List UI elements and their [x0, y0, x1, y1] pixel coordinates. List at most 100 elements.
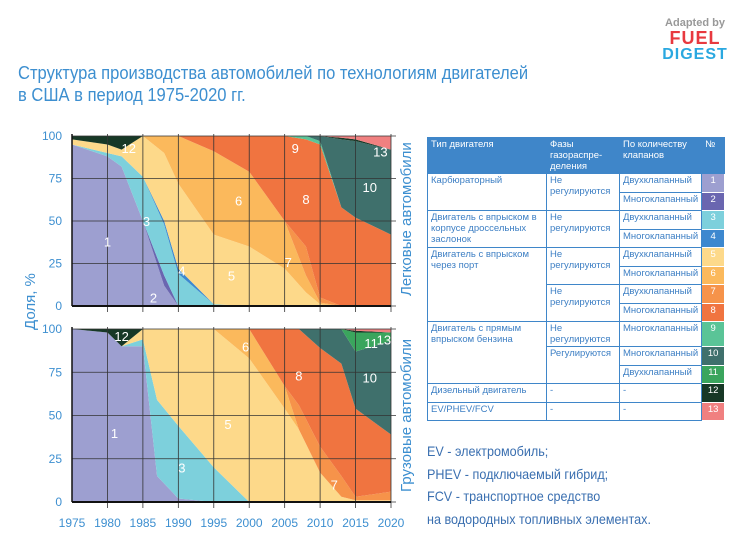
note-phev: PHEV - подключаемый гибрид;	[427, 465, 609, 482]
table-row: Многоклапанный 4	[428, 228, 726, 248]
x-tick-label: 2005	[271, 516, 298, 530]
area-series-13	[72, 136, 391, 150]
valve-timing-cell: -	[546, 401, 620, 421]
category-number-swatch: 5	[701, 247, 726, 267]
table-row: Двигатель с впрыском в корпусе дроссельн…	[427, 210, 726, 248]
table-row: Многоклапанный 8	[428, 302, 726, 322]
y-tick-label: 50	[49, 214, 63, 228]
y-tick-label: 100	[42, 129, 62, 143]
logo-fuel-text: FUEL	[669, 28, 721, 48]
valve-count-cell: -	[618, 383, 703, 403]
series-label-2: 2	[150, 291, 157, 306]
panel-label-cars: Легковые автомобили	[398, 142, 415, 296]
fuel-digest-logo: Adapted by FUEL DIGEST	[655, 18, 735, 63]
valve-timing-cell: Не регулируются	[546, 321, 620, 347]
engine-type-cell: Двигатель с впрыском через порт	[427, 247, 547, 322]
valve-count-cell: Многоклапанный	[618, 321, 703, 347]
area-series-11	[72, 329, 391, 352]
category-number-swatch: 3	[701, 210, 726, 230]
series-label-9: 9	[292, 141, 299, 156]
valve-timing-cell: Не регулируются	[546, 210, 620, 248]
series-label-3: 3	[178, 460, 185, 475]
x-tick-label: 1995	[200, 516, 227, 530]
valve-timing-cell: -	[546, 383, 620, 403]
x-tick-label: 1985	[130, 516, 157, 530]
header-valve-timing: Фазы газораспре-деления	[546, 137, 620, 174]
logo-digest-text: DIGEST	[662, 46, 728, 63]
valve-timing-cell: Не регулируются	[546, 284, 620, 322]
valve-count-cell: Двухклапанный	[618, 364, 703, 384]
table-row: Карбюраторный Не регулируются Двухклапанны…	[427, 173, 726, 211]
abbreviation-notes: EV - электромобиль; PHEV - подключаемый …	[427, 440, 651, 530]
y-tick-label: 50	[49, 409, 63, 423]
category-number-swatch: 13	[701, 401, 726, 421]
header-number: №	[701, 137, 726, 174]
category-number-swatch: 10	[701, 346, 726, 366]
area-series-8	[72, 329, 391, 497]
valve-count-cell: Многоклапанный	[618, 302, 703, 322]
series-label-10: 10	[362, 180, 376, 195]
category-number-swatch: 1	[701, 173, 726, 193]
table-row: EV/PHEV/FCV - -13	[427, 401, 726, 421]
y-tick-label: 75	[49, 172, 63, 186]
valve-count-cell: Двухклапанный	[618, 284, 703, 304]
valve-count-cell: Многоклапанный	[618, 191, 703, 211]
series-label-8: 8	[302, 192, 309, 207]
valve-timing-cell: Регулируются	[546, 346, 620, 384]
y-axis-label: Доля, %	[22, 273, 39, 330]
y-tick-label: 25	[49, 257, 63, 271]
area-series-12	[72, 329, 391, 347]
engine-type-cell: Карбюраторный	[427, 173, 547, 211]
note-fcv: FCV - транспортное средство	[427, 488, 601, 504]
series-label-8: 8	[295, 369, 302, 384]
series-label-1: 1	[111, 426, 118, 441]
y-tick-label: 25	[49, 452, 63, 466]
category-number-swatch: 11	[701, 364, 726, 384]
series-label-7: 7	[331, 478, 338, 493]
page-title: Структура производства автомобилей по те…	[18, 62, 533, 106]
x-tick-label: 2020	[378, 516, 405, 530]
category-number-swatch: 8	[701, 302, 726, 322]
category-number-swatch: 2	[701, 191, 726, 211]
title-line-2: в США в период 1975-2020 гг.	[18, 85, 246, 105]
x-tick-label: 2000	[236, 516, 263, 530]
series-label-11: 11	[364, 336, 378, 351]
valve-timing-cell: Не регулируются	[546, 173, 620, 211]
engine-legend-table: Тип двигателя Фазы газораспре-деления По…	[427, 137, 726, 421]
series-label-4: 4	[178, 263, 185, 278]
series-label-3: 3	[143, 214, 150, 229]
series-label-5: 5	[228, 268, 235, 283]
y-tick-label: 100	[42, 322, 62, 336]
category-number-swatch: 9	[701, 321, 726, 347]
category-number-swatch: 12	[701, 383, 726, 403]
valve-count-cell: Многоклапанный	[618, 228, 703, 248]
header-engine-type: Тип двигателя	[427, 137, 547, 174]
series-label-6: 6	[242, 339, 249, 354]
note-ev: EV - электромобиль;	[427, 443, 549, 459]
table-row: Двигатель с прямым впрыском бензина Не ре…	[427, 321, 726, 384]
valve-count-cell: Двухклапанный	[618, 210, 703, 230]
header-valve-count: По количеству клапанов	[618, 137, 703, 174]
valve-count-cell: Многоклапанный	[618, 346, 703, 366]
category-number-swatch: 4	[701, 228, 726, 248]
table-row: Многоклапанный 6	[428, 265, 726, 285]
series-label-7: 7	[285, 255, 292, 270]
table-row: Регулируются Многоклапанный 10	[428, 346, 726, 384]
category-number-swatch: 6	[701, 265, 726, 285]
series-label-1: 1	[104, 234, 111, 249]
note-fcv-cont: на водородных топливных элементах.	[427, 510, 651, 527]
valve-count-cell: Многоклапанный	[618, 265, 703, 285]
valve-count-cell: Двухклапанный	[618, 173, 703, 193]
engine-type-cell: Дизельный двигатель	[427, 383, 547, 403]
engine-type-cell: EV/PHEV/FCV	[427, 401, 547, 421]
category-number-swatch: 7	[701, 284, 726, 304]
x-tick-label: 1975	[59, 516, 86, 530]
table-row: Дизельный двигатель - -12	[427, 383, 726, 403]
area-series-12	[72, 136, 391, 150]
series-label-12: 12	[121, 141, 135, 156]
y-tick-label: 75	[49, 365, 63, 379]
x-tick-label: 2010	[307, 516, 334, 530]
series-label-13: 13	[373, 144, 387, 159]
